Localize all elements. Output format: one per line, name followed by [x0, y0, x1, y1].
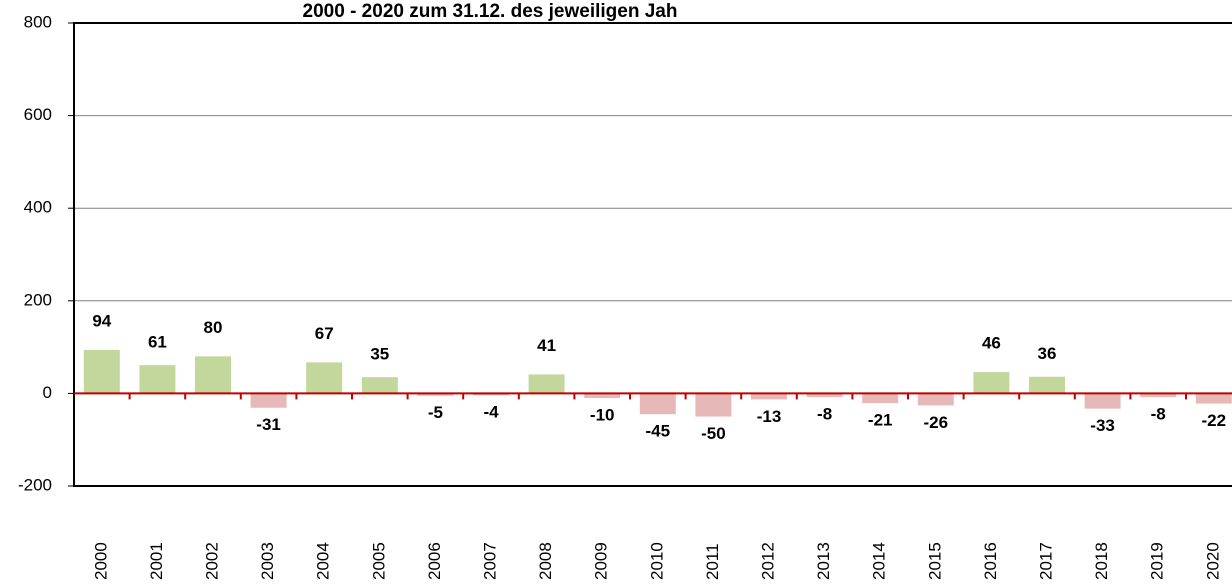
x-tick-label: 2011: [703, 543, 722, 580]
value-label: -22: [1202, 411, 1227, 430]
value-label: -13: [757, 407, 782, 426]
y-tick-label: 0: [43, 383, 52, 402]
bar: [250, 393, 287, 408]
value-label: 36: [1038, 344, 1057, 363]
bar: [528, 374, 565, 394]
bar: [1029, 376, 1065, 394]
x-tick-label: 2006: [425, 542, 444, 580]
bar: [639, 393, 676, 415]
value-label: 46: [982, 334, 1001, 353]
x-tick-label: 2000: [91, 542, 110, 580]
x-tick-label: 2007: [480, 542, 499, 580]
y-tick-label: 400: [24, 198, 52, 217]
value-label: -4: [483, 403, 499, 422]
plot-frame: [73, 22, 1232, 487]
y-tick-label: -200: [18, 475, 52, 494]
x-tick-label: 2012: [758, 542, 777, 580]
x-tick-label: 2005: [369, 542, 388, 580]
value-label: -5: [428, 403, 443, 422]
bar: [83, 349, 120, 394]
bar: [361, 377, 398, 394]
value-label: -50: [701, 424, 726, 443]
bar: [417, 393, 454, 396]
x-tick-label: 2008: [536, 542, 555, 580]
value-label: -21: [868, 411, 893, 430]
bar: [1195, 393, 1232, 404]
bar: [584, 393, 621, 399]
x-tick-label: 2002: [202, 542, 221, 580]
x-tick-label: 2003: [258, 542, 277, 580]
x-tick-label: 2018: [1092, 542, 1111, 580]
value-label: 94: [92, 311, 111, 330]
bar: [806, 393, 843, 398]
bar: [306, 362, 343, 394]
bar: [751, 393, 787, 400]
value-label: 80: [204, 318, 223, 337]
value-label: -31: [256, 415, 281, 434]
value-label: 41: [537, 336, 556, 355]
x-tick-label: 2001: [147, 542, 166, 580]
value-label: 61: [148, 333, 167, 352]
x-tick-label: 2010: [647, 542, 666, 580]
x-tick-label: 2020: [1203, 542, 1222, 580]
x-tick-label: 2015: [925, 542, 944, 580]
value-label: 35: [370, 345, 389, 364]
bar: [917, 393, 954, 406]
bar: [862, 393, 899, 404]
y-tick-label: 600: [24, 105, 52, 124]
value-label: -8: [1151, 405, 1166, 424]
x-tick-label: 2013: [814, 542, 833, 580]
value-label: 67: [315, 324, 334, 343]
x-tick-label: 2019: [1148, 542, 1167, 580]
bar: [195, 356, 231, 394]
value-label: -26: [924, 413, 949, 432]
y-tick-label: 800: [24, 12, 52, 31]
x-tick-label: 2009: [592, 542, 611, 580]
x-tick-label: 2004: [314, 542, 333, 580]
value-label: -8: [817, 405, 832, 424]
x-tick-label: 2014: [870, 542, 889, 580]
value-label: -45: [646, 422, 671, 441]
bar: [973, 372, 1010, 394]
value-label: -10: [590, 406, 615, 425]
bar: [1140, 393, 1177, 398]
bar: [695, 393, 732, 417]
x-tick-label: 2016: [981, 542, 1000, 580]
bar: [139, 365, 176, 394]
value-label: -33: [1090, 416, 1115, 435]
bar: [1084, 393, 1121, 409]
y-tick-label: 200: [24, 290, 52, 309]
chart-title: 2000 - 2020 zum 31.12. des jeweiligen Ja…: [303, 1, 678, 22]
x-tick-label: 2017: [1036, 542, 1055, 580]
